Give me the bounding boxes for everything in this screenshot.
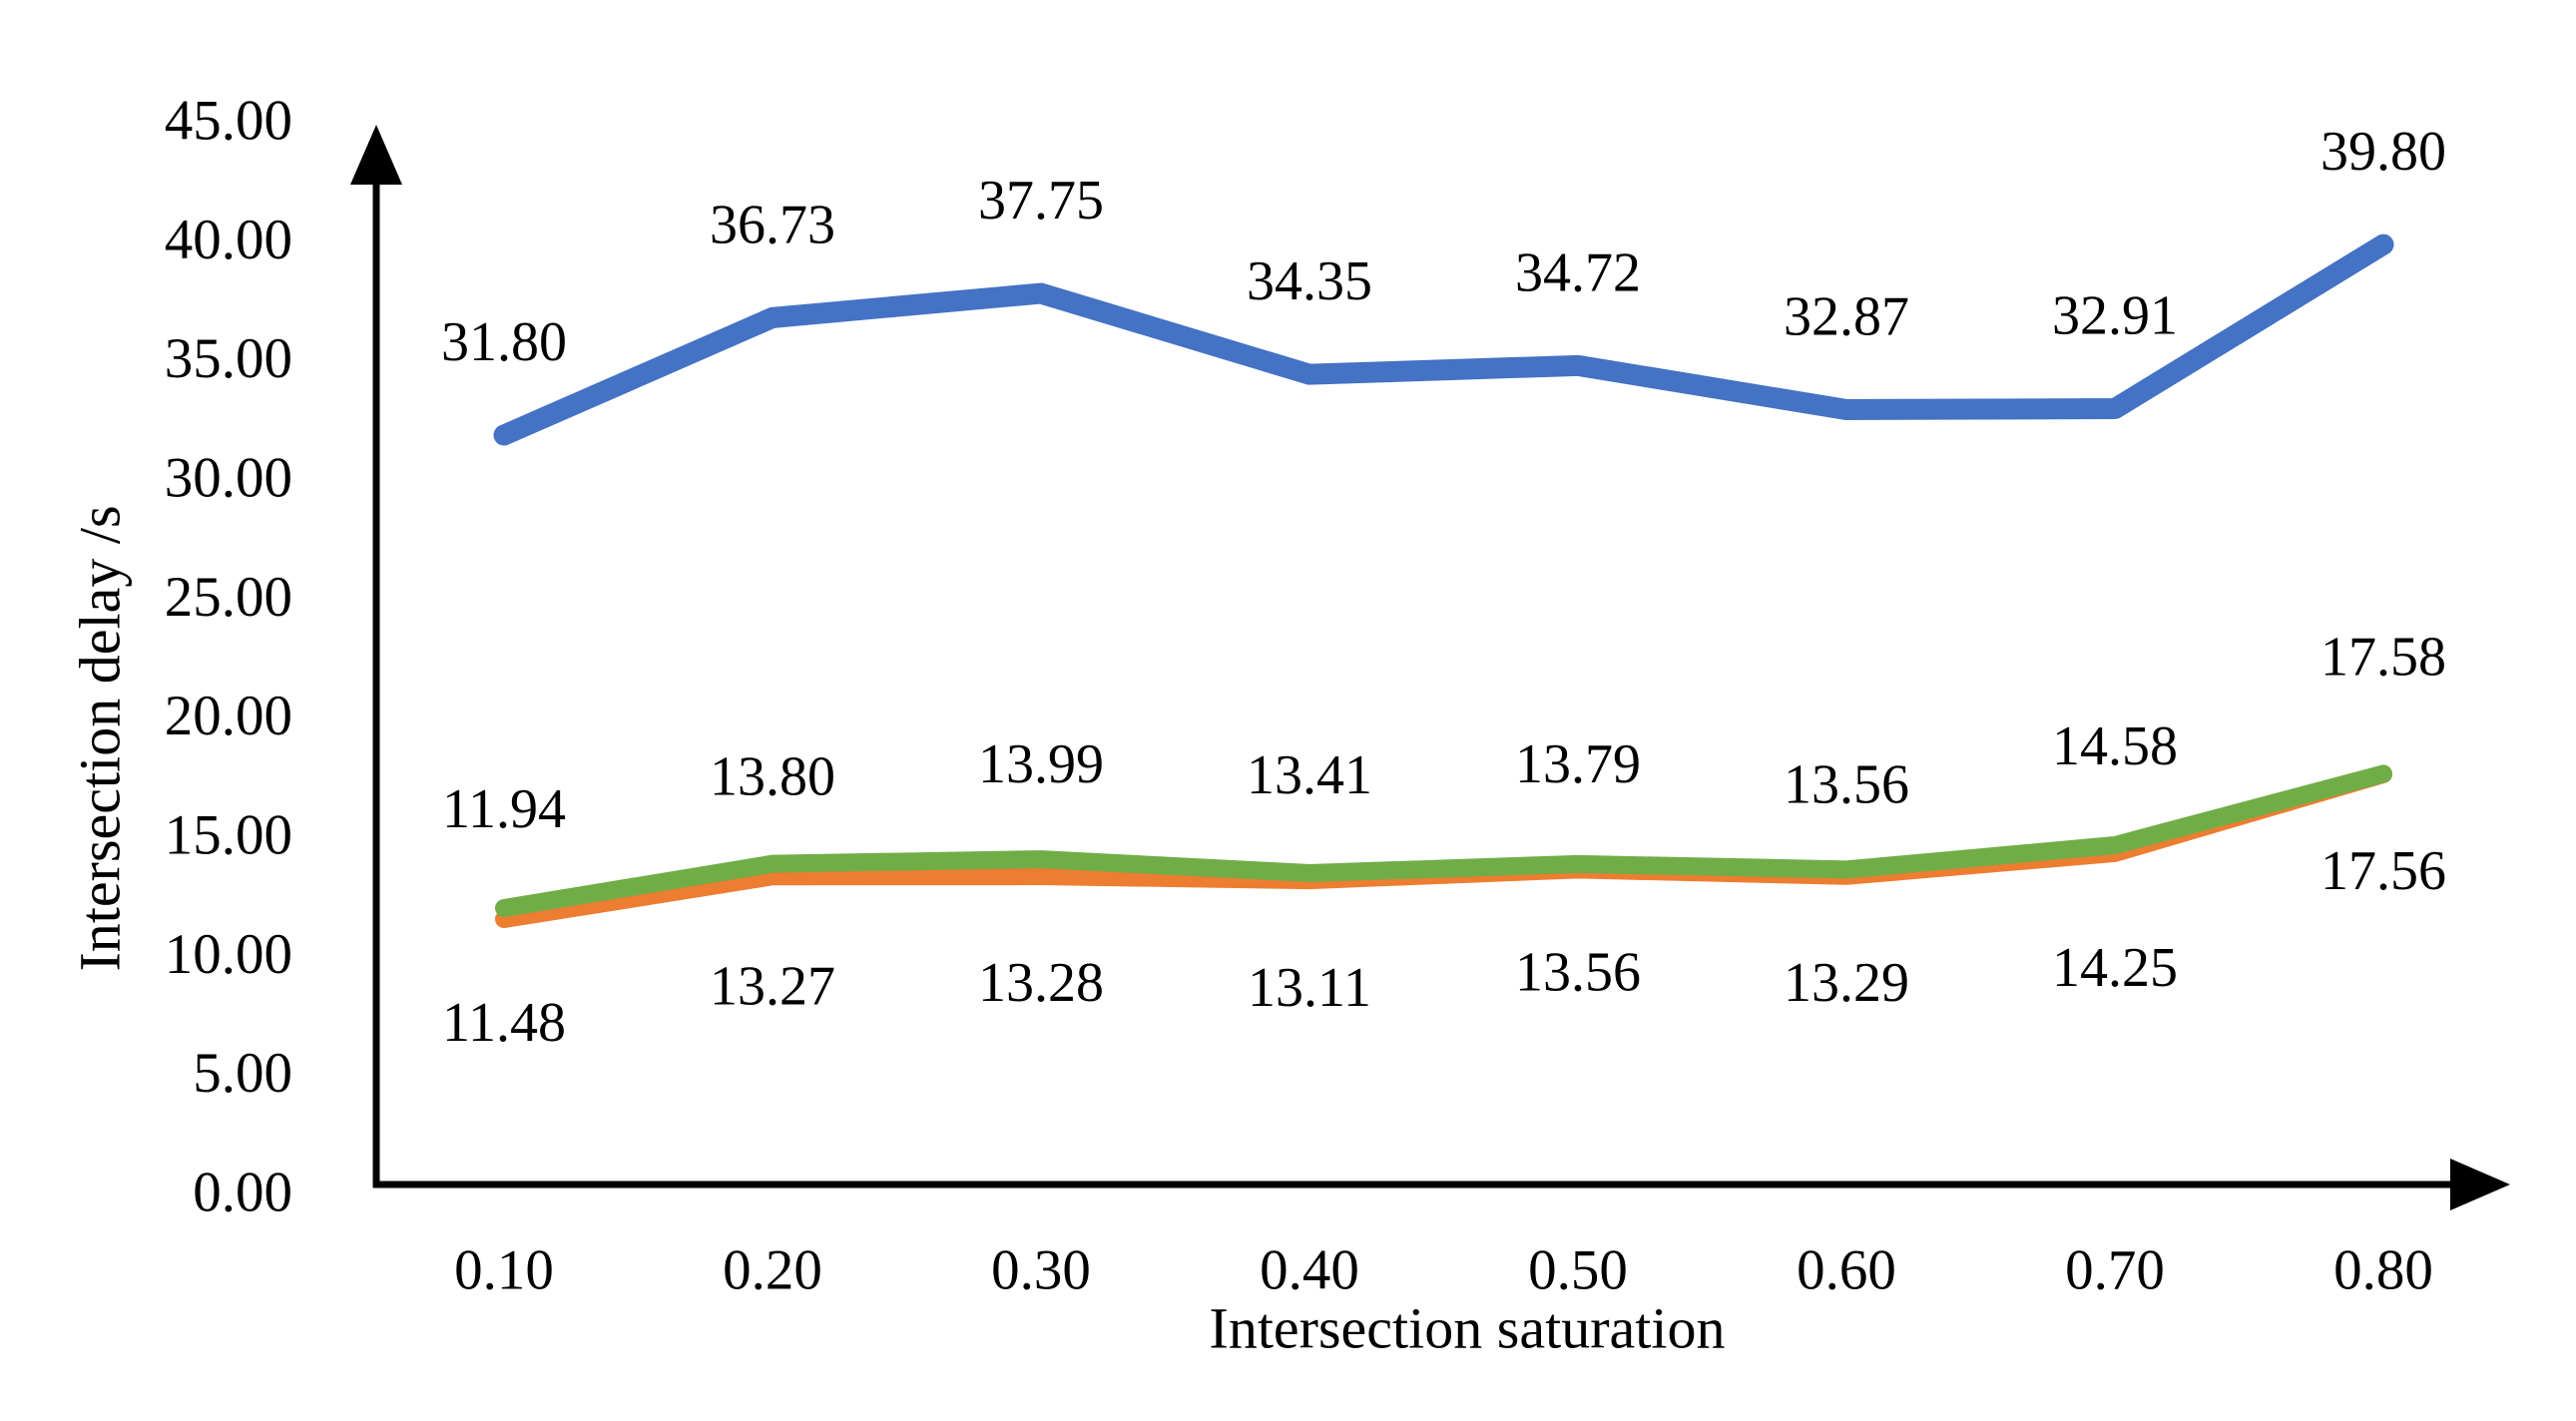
x-axis-arrow-icon [2450,1159,2510,1210]
data-point-label: 11.48 [442,992,566,1054]
y-axis-title: Intersection delay /s [67,505,133,972]
data-point-label: 14.25 [2052,937,2178,999]
data-point-label: 31.80 [441,311,567,373]
data-point-label: 13.56 [1784,753,1909,815]
y-axis-arrow-icon [350,125,402,185]
y-tick-label: 0.00 [193,1162,292,1224]
data-point-label: 11.94 [442,778,566,840]
data-point-label: 13.29 [1784,952,1909,1014]
data-point-label: 17.56 [2320,840,2446,902]
x-tick-label: 0.50 [1528,1239,1628,1302]
data-point-label: 36.73 [710,194,835,255]
data-point-label: 17.58 [2320,626,2446,688]
data-point-label: 13.41 [1247,744,1372,806]
y-tick-label: 30.00 [165,446,292,509]
data-point-label: 32.91 [2052,285,2178,347]
data-point-label: 13.11 [1248,957,1371,1019]
data-point-label: 39.80 [2320,121,2446,183]
x-tick-label: 0.10 [454,1239,554,1302]
data-point-label: 32.87 [1784,285,1909,347]
data-point-label: 13.99 [978,733,1104,795]
y-tick-label: 40.00 [165,209,292,271]
x-tick-label: 0.20 [723,1239,822,1302]
data-point-label: 14.58 [2052,715,2178,777]
y-tick-label: 35.00 [165,327,292,390]
y-tick-label: 45.00 [165,89,292,152]
x-tick-label: 0.30 [991,1239,1091,1302]
x-tick-label: 0.70 [2065,1239,2165,1302]
data-point-label: 37.75 [978,170,1104,232]
y-tick-label: 20.00 [165,685,292,747]
y-tick-label: 15.00 [165,803,292,866]
green-line [495,764,2392,918]
x-tick-label: 0.80 [2333,1239,2433,1302]
data-point-label: 13.56 [1515,941,1641,1003]
y-tick-label: 25.00 [165,566,292,629]
data-point-label: 34.72 [1515,241,1641,303]
blue-line [493,234,2394,446]
x-tick-label: 0.60 [1797,1239,1896,1302]
data-point-label: 13.28 [978,952,1104,1014]
data-point-label: 13.79 [1515,733,1641,795]
data-point-label: 13.80 [710,746,835,808]
x-tick-label: 0.40 [1260,1239,1359,1302]
data-point-label: 34.35 [1247,250,1372,312]
y-tick-label: 5.00 [193,1042,292,1105]
x-axis-title: Intersection saturation [1209,1295,1726,1361]
data-point-label: 13.27 [710,955,835,1017]
y-tick-label: 10.00 [165,923,292,986]
